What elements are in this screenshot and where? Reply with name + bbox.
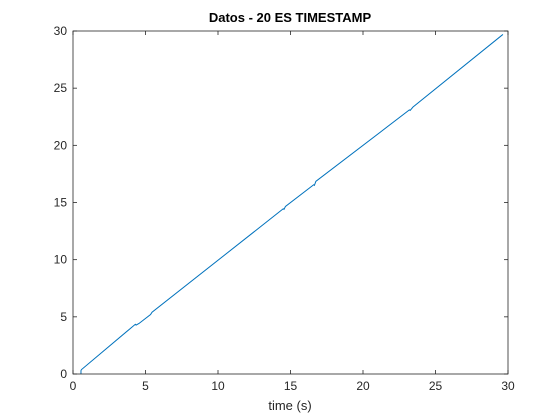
y-tick-label: 30 [54, 24, 68, 38]
x-axis-label: time (s) [268, 398, 311, 413]
y-tick-label: 15 [54, 196, 68, 210]
y-tick-label: 0 [60, 367, 67, 381]
x-tick-label: 15 [284, 379, 298, 393]
plot-frame [72, 30, 509, 375]
axis-ticks: 0 5 10 15 20 25 30 0 5 10 15 20 25 30 [54, 24, 515, 393]
series-line [80, 34, 504, 374]
y-tick-label: 5 [60, 310, 67, 324]
y-tick-label: 25 [54, 81, 68, 95]
x-tick-label: 0 [70, 379, 77, 393]
y-tick-label: 20 [54, 138, 68, 152]
x-tick-label: 30 [501, 379, 515, 393]
y-tick-label: 10 [54, 253, 68, 267]
data-marks [80, 34, 504, 374]
x-tick-label: 10 [211, 379, 225, 393]
x-tick-label: 5 [142, 379, 149, 393]
x-tick-label: 20 [356, 379, 370, 393]
chart-title: Datos - 20 ES TIMESTAMP [209, 10, 372, 25]
x-tick-label: 25 [429, 379, 443, 393]
